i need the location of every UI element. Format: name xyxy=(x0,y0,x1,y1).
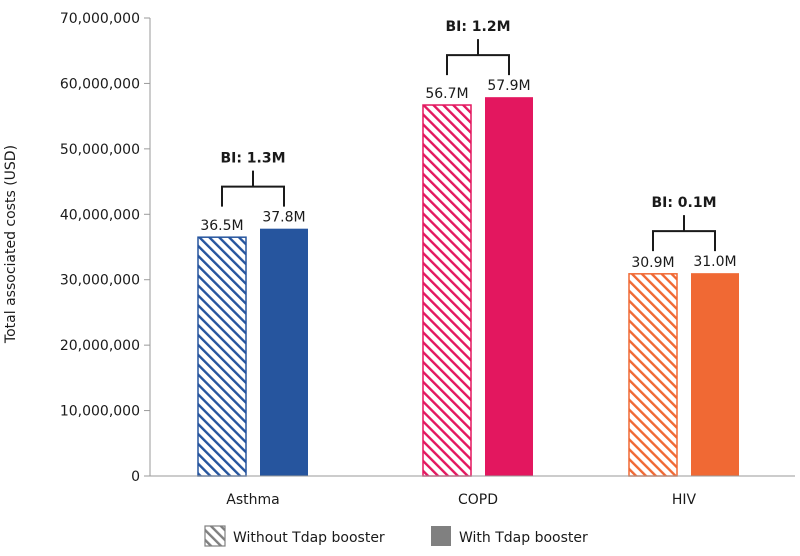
y-tick-label: 50,000,000 xyxy=(60,142,140,158)
x-tick-label: COPD xyxy=(458,492,498,508)
bar-asthma-with-tdap xyxy=(260,228,308,476)
y-tick-label: 10,000,000 xyxy=(60,404,140,420)
bi-bracket xyxy=(446,39,510,76)
bi-bracket xyxy=(221,170,285,207)
bar-hiv-without-tdap xyxy=(628,273,678,477)
y-tick-label: 30,000,000 xyxy=(60,273,140,289)
data-label: 31.0M xyxy=(693,254,736,270)
legend: Without Tdap booster With Tdap booster xyxy=(204,525,588,547)
bi-annotation: BI: 0.1M xyxy=(651,195,716,211)
data-label: 56.7M xyxy=(425,86,468,102)
data-label: 37.8M xyxy=(262,210,305,226)
bi-annotation: BI: 1.3M xyxy=(220,151,285,167)
y-tick-label: 0 xyxy=(131,469,140,485)
bar-hiv-with-tdap xyxy=(691,273,739,476)
x-axis: Asthma COPD HIV xyxy=(150,475,795,508)
bi-annotations: BI: 1.3M BI: 1.2M BI: 0.1M xyxy=(220,19,717,252)
bar-copd-without-tdap xyxy=(422,104,472,477)
legend-label: With Tdap booster xyxy=(459,530,588,546)
y-axis-title: Total associated costs (USD) xyxy=(3,145,19,344)
legend-swatch-without-tdap xyxy=(204,525,226,547)
y-tick-label: 60,000,000 xyxy=(60,76,140,92)
data-label: 57.9M xyxy=(487,78,530,94)
legend-swatch-with-tdap xyxy=(431,526,451,546)
bar-copd-with-tdap xyxy=(485,97,533,476)
y-axis: 0 10,000,000 20,000,000 30,000,000 40,000,00… xyxy=(60,11,151,485)
x-tick-label: Asthma xyxy=(226,492,279,508)
x-tick-label: HIV xyxy=(672,492,697,508)
bars: 36.5M 37.8M 56.7M 57.9M 30.9M 31.0M xyxy=(197,78,739,477)
y-tick-label: 70,000,000 xyxy=(60,11,140,27)
data-label: 30.9M xyxy=(631,255,674,271)
data-label: 36.5M xyxy=(200,218,243,234)
bi-bracket xyxy=(652,215,716,252)
y-tick-label: 20,000,000 xyxy=(60,338,140,354)
y-tick-label: 40,000,000 xyxy=(60,207,140,223)
legend-label: Without Tdap booster xyxy=(233,530,385,546)
bi-annotation: BI: 1.2M xyxy=(445,19,510,35)
bar-asthma-without-tdap xyxy=(197,236,247,477)
